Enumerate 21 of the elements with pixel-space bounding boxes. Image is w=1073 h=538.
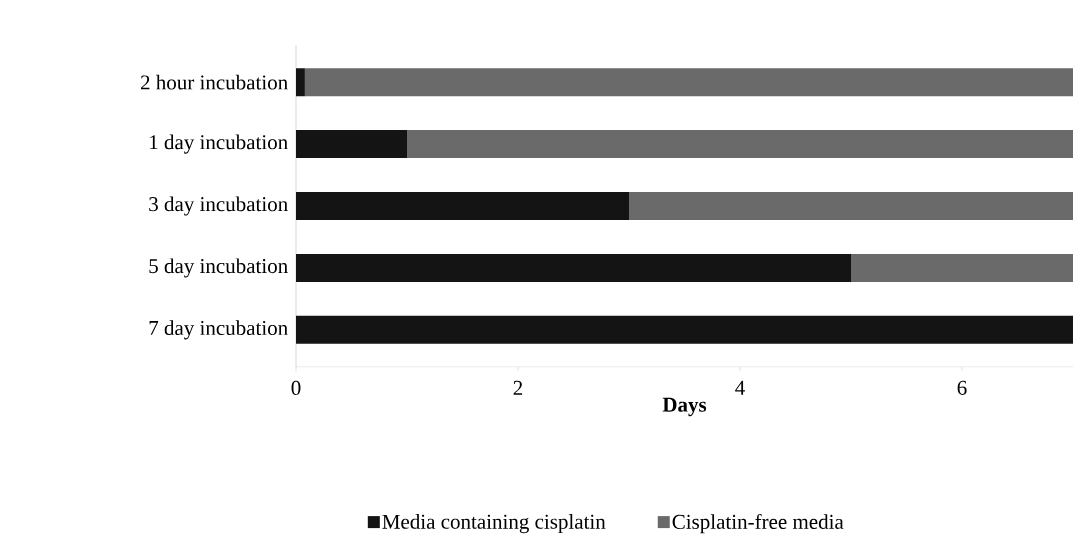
bar: [296, 130, 407, 159]
x-tick-label: 2: [513, 380, 523, 395]
legend-label: Media containing cisplatin: [382, 514, 606, 534]
x-axis-title: Days: [662, 397, 707, 417]
bar: [296, 192, 629, 221]
x-tick-label: 0: [291, 380, 301, 395]
x-tick-label: 4: [735, 380, 745, 395]
bar: [851, 253, 1073, 282]
y-tick-label: 7 day incubation: [149, 320, 288, 340]
legend-label: Cisplatin-free media: [672, 513, 844, 534]
y-tick-label: 3 day incubation: [149, 196, 288, 216]
x-tick-label: 6: [957, 380, 967, 395]
y-tick-label: 2 hour incubation: [140, 74, 288, 90]
bar: [407, 130, 1073, 159]
bar: [296, 315, 1073, 344]
bar: [304, 68, 1073, 97]
y-tick-label: 1 day incubation: [150, 134, 288, 154]
y-tick-label: 5 day incubation: [149, 258, 288, 278]
bar: [296, 253, 851, 282]
bar: [629, 192, 1073, 221]
bar: [296, 68, 305, 97]
